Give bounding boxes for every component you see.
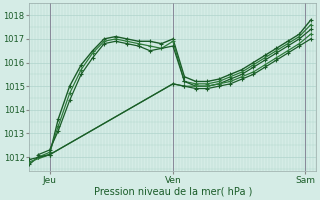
X-axis label: Pression niveau de la mer( hPa ): Pression niveau de la mer( hPa ) (94, 187, 252, 197)
